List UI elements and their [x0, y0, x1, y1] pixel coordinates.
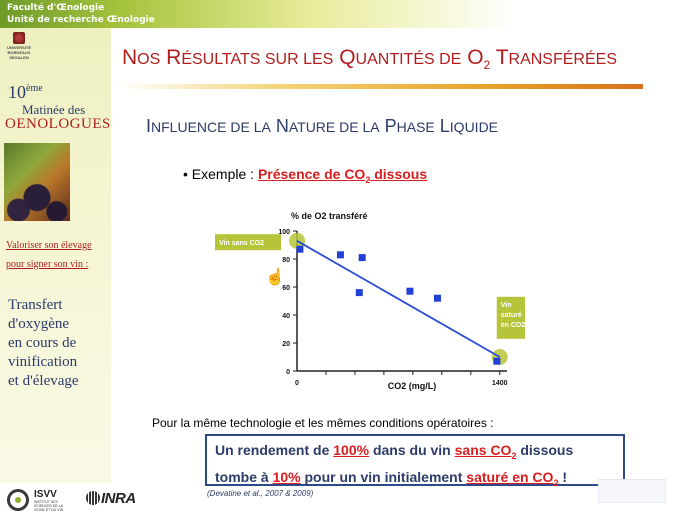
x-tick-label: 0: [295, 380, 299, 387]
x-axis-label: CO2 (mg/L): [388, 381, 437, 391]
sidebar: [0, 28, 111, 483]
example-line: • Exemple : Présence de CO2 dissous: [183, 166, 428, 185]
event-audience: OENOLOGUES: [5, 116, 111, 132]
inra-logo-text: INRA: [101, 490, 136, 507]
data-point: [355, 289, 363, 297]
annotation-box-saturated: [496, 296, 525, 339]
isvv-logo-subtitle: INSTITUT DES SCIENCES DE LA VIGNE ET DU …: [34, 500, 64, 512]
y-tick-label: 80: [282, 257, 290, 264]
inra-logo-icon: [86, 491, 100, 505]
university-logo: UNIVERSITÉ BORDEAUX SEGALEN: [4, 32, 34, 60]
y-tick-label: 40: [282, 313, 290, 320]
annotation-no-co2: Vin sans CO2: [219, 240, 264, 247]
isvv-logo-icon: [7, 489, 29, 511]
grapes-photo: [4, 143, 70, 221]
title-underline: [118, 84, 643, 89]
isvv-logo-text: ISVV: [34, 489, 57, 500]
reference-citation: (Devatine et al., 2007 & 2009): [207, 489, 314, 498]
y-tick-label: 60: [282, 285, 290, 292]
faculty-name: Faculté d'Œnologie: [7, 3, 105, 13]
conditions-text: Pour la même technologie et les mêmes co…: [152, 416, 494, 430]
annotation-box-no-co2: [215, 234, 281, 251]
slide-nav-control[interactable]: [598, 479, 666, 503]
y-tick-label: 20: [282, 341, 290, 348]
event-topic: Transfert d'oxygène en cours de vinifica…: [8, 297, 79, 389]
event-slogan: Valoriser son élevage pour signer son vi…: [6, 240, 92, 270]
data-point: [358, 254, 366, 262]
research-unit-name: Unité de recherche Œnologie: [7, 15, 155, 25]
hand-cursor-icon: ☝: [265, 269, 285, 286]
x-tick-label: 1400: [492, 380, 508, 387]
o2-transfer-chart: % de O2 transféré 0 20 40 60 80 100 0 1400 CO2 (m…: [215, 211, 525, 391]
slide-title: NOS RÉSULTATS SUR LES QUANTITÉS DE O2 TR…: [122, 46, 617, 73]
data-point: [406, 287, 414, 295]
university-shield-icon: [13, 32, 25, 44]
annotation-saturated-line: saturé: [501, 312, 522, 319]
edition-number: 10ème: [8, 82, 43, 102]
annotation-saturated-line: Vin: [501, 302, 512, 309]
chart-title: % de O2 transféré: [291, 211, 368, 221]
header-bar: Faculté d'Œnologie Unité de recherche Œn…: [0, 0, 689, 28]
data-point: [433, 294, 441, 302]
result-box: Un rendement de 100% dans du vin sans CO…: [205, 434, 625, 488]
slide-subtitle: INFLUENCE DE LA NATURE DE LA PHASE LIQUI…: [146, 116, 499, 136]
data-point: [493, 357, 501, 365]
data-point: [296, 245, 304, 253]
annotation-saturated-line: en CO2: [501, 322, 525, 329]
y-tick-label: 100: [278, 229, 290, 236]
y-tick-label: 0: [286, 369, 290, 376]
trend-line: [296, 240, 501, 358]
event-name: Matinée des: [22, 102, 86, 117]
data-point: [336, 251, 344, 259]
